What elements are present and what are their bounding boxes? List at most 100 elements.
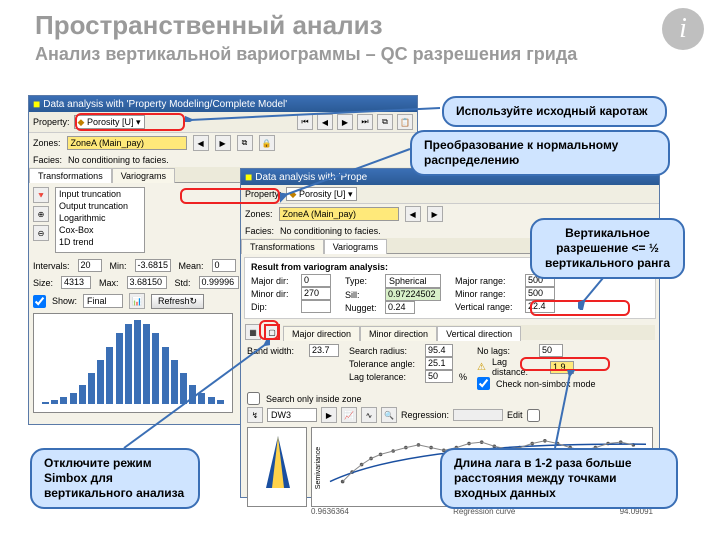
tol-angle-label: Tolerance angle: — [349, 359, 419, 369]
major-dir-input[interactable]: 0 — [301, 274, 331, 287]
percent-label: % — [459, 372, 467, 382]
callout-lag: Длина лага в 1-2 раза больше расстояния … — [440, 448, 678, 509]
filter-icon[interactable]: 🔻 — [33, 187, 49, 203]
facies-label-2: Facies: — [245, 226, 274, 236]
search-inside-label: Search only inside zone — [266, 394, 362, 404]
dip-input[interactable] — [301, 300, 331, 313]
sill-input[interactable]: 0.97224502 — [385, 288, 441, 301]
regression-slider[interactable] — [453, 409, 503, 421]
major-dir-label: Major dir: — [251, 276, 295, 286]
list-item[interactable]: Cox-Box — [56, 224, 144, 236]
mean-label: Mean: — [179, 261, 204, 271]
redring-simbox — [259, 320, 279, 340]
type-dropdown[interactable]: Spherical — [385, 274, 441, 288]
plot-icon[interactable]: 📈 — [341, 407, 357, 423]
arrow-use-log — [185, 102, 445, 122]
chart-icon[interactable]: 📊 — [129, 293, 145, 309]
tab-transformations-2[interactable]: Transformations — [241, 239, 324, 254]
regression-label: Regression: — [401, 410, 449, 420]
redring-property — [75, 113, 185, 131]
lag-tol-input[interactable]: 50 — [425, 370, 453, 383]
arrow-normal-score — [280, 145, 420, 205]
sill-label: Sill: — [345, 290, 379, 300]
vert-range-label: Vertical range: — [455, 302, 519, 312]
list-item[interactable]: Logarithmic — [56, 212, 144, 224]
slide-title: Пространственный анализ — [35, 10, 383, 41]
facies-label: Facies: — [33, 155, 62, 165]
tab-variograms-2[interactable]: Variograms — [324, 239, 387, 254]
tab-minor-direction[interactable]: Minor direction — [360, 326, 437, 341]
remove-icon[interactable]: ⊖ — [33, 225, 49, 241]
nolags-input[interactable]: 50 — [539, 344, 563, 357]
source-dropdown[interactable]: DW3 — [267, 408, 317, 422]
callout-normal-score: Преобразование к нормальному распределен… — [410, 130, 670, 176]
nugget-input[interactable]: 0.24 — [385, 301, 415, 314]
min-label: Min: — [110, 261, 127, 271]
tab-transformations[interactable]: Transformations — [29, 168, 112, 183]
zone-copy-icon[interactable]: ⧉ — [237, 135, 253, 151]
max-input[interactable]: 3.68150 — [127, 276, 167, 289]
info-icon: i — [662, 8, 704, 50]
show-dropdown[interactable]: Final — [83, 294, 123, 308]
minor-dir-input[interactable]: 270 — [301, 287, 331, 300]
minor-range-label: Minor range: — [455, 289, 519, 299]
edit-label: Edit — [507, 410, 523, 420]
refresh-button[interactable]: Refresh ↻ — [151, 294, 204, 309]
type-label: Type: — [345, 276, 379, 286]
tol-angle-input[interactable]: 25.1 — [425, 357, 453, 370]
zones-dropdown[interactable]: ZoneA (Main_pay) — [67, 136, 187, 150]
zones-label-2: Zones: — [245, 209, 273, 219]
check-simbox-checkbox[interactable] — [477, 377, 490, 390]
zone-prev-icon-2[interactable]: ◀ — [405, 206, 421, 222]
zone-next-icon[interactable]: ▶ — [215, 135, 231, 151]
search-radius-label: Search radius: — [349, 346, 419, 356]
redring-normal-score — [180, 188, 280, 204]
edit-checkbox[interactable] — [527, 409, 540, 422]
std-label: Std: — [175, 278, 191, 288]
bandw-input[interactable]: 23.7 — [309, 344, 339, 357]
zones-dropdown-2[interactable]: ZoneA (Main_pay) — [279, 207, 399, 221]
minor-range-input[interactable]: 500 — [525, 287, 555, 300]
list-item[interactable]: Output truncation — [56, 200, 144, 212]
transform-list[interactable]: Input truncation Output truncation Logar… — [55, 187, 145, 253]
property-label: Property: — [33, 117, 70, 127]
zones-label: Zones: — [33, 138, 61, 148]
svg-text:Semivariance: Semivariance — [315, 447, 322, 490]
callout-simbox-off: Отключите режим Simbox для вертикального… — [30, 448, 200, 509]
nolags-label: No lags: — [477, 346, 533, 356]
zone-next-icon-2[interactable]: ▶ — [427, 206, 443, 222]
tab-variograms[interactable]: Variograms — [112, 168, 175, 183]
show-label: Show: — [52, 296, 77, 306]
play-icon[interactable]: ▶ — [321, 407, 337, 423]
list-item[interactable]: 1D trend — [56, 236, 144, 248]
intervals-input[interactable]: 20 — [78, 259, 102, 272]
facies-value-2: No conditioning to facies. — [280, 226, 381, 236]
max-label: Max: — [99, 278, 119, 288]
std-input[interactable]: 0.99996 — [199, 276, 239, 289]
zone-prev-icon[interactable]: ◀ — [193, 135, 209, 151]
lag-tol-label: Lag tolerance: — [349, 372, 419, 382]
size-input[interactable]: 4313 — [61, 276, 91, 289]
min-input[interactable]: -3.6815 — [135, 259, 171, 272]
show-checkbox[interactable] — [33, 295, 46, 308]
facies-value: No conditioning to facies. — [68, 155, 169, 165]
list-item[interactable]: Input truncation — [56, 188, 144, 200]
arrow-lag — [545, 370, 585, 450]
tab-major-direction[interactable]: Major direction — [283, 326, 360, 341]
zoom-icon[interactable]: 🔍 — [381, 407, 397, 423]
warning-icon: ⚠ — [477, 362, 486, 373]
search-radius-input[interactable]: 95.4 — [425, 344, 453, 357]
minor-dir-label: Minor dir: — [251, 289, 295, 299]
add-icon[interactable]: ⊕ — [33, 206, 49, 222]
tab-vertical-direction[interactable]: Vertical direction — [437, 326, 521, 341]
lock-icon[interactable]: 🔒 — [259, 135, 275, 151]
redring-lag — [520, 357, 610, 371]
nugget-label: Nugget: — [345, 303, 379, 313]
fit-icon[interactable]: ∿ — [361, 407, 377, 423]
mean-input[interactable]: 0 — [212, 259, 236, 272]
x-min: 0.9636364 — [311, 507, 349, 516]
size-label: Size: — [33, 278, 53, 288]
dip-label: Dip: — [251, 302, 295, 312]
major-range-label: Major range: — [455, 276, 519, 286]
slide-subtitle: Анализ вертикальной вариограммы – QC раз… — [35, 44, 577, 65]
